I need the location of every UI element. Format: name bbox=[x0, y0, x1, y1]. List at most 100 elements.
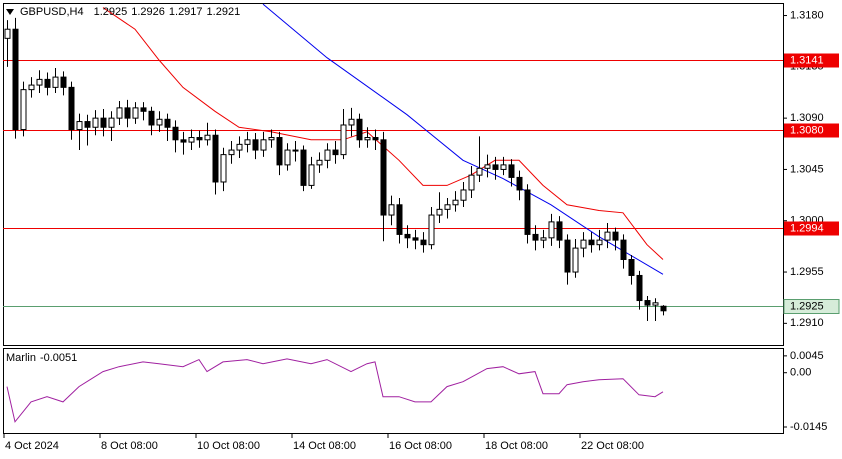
candle-body bbox=[284, 149, 291, 166]
indicator-panel bbox=[3, 348, 784, 434]
candle-body bbox=[364, 137, 371, 141]
candle-body bbox=[12, 28, 19, 131]
indicator-title: Marlin bbox=[6, 352, 36, 364]
candle-body bbox=[452, 199, 459, 206]
candle-body bbox=[20, 89, 27, 131]
candle-body bbox=[276, 137, 283, 166]
candle-body bbox=[468, 174, 475, 191]
candle-body bbox=[76, 121, 83, 131]
chart-header: GBPUSD,H4 1.2925 1.2926 1.2917 1.2921 bbox=[20, 6, 240, 18]
candle-body bbox=[212, 134, 219, 183]
candle-body bbox=[412, 237, 419, 241]
candle-body bbox=[620, 239, 627, 260]
candle-body bbox=[100, 117, 107, 128]
candle-body bbox=[180, 139, 187, 143]
candle-body bbox=[556, 221, 563, 241]
candle-body bbox=[84, 121, 91, 128]
candle-body bbox=[372, 137, 379, 141]
level-label: 1.3141 bbox=[790, 54, 824, 66]
line bbox=[6, 358, 664, 423]
y-tick-label: 1.3045 bbox=[790, 163, 824, 175]
candle-body bbox=[388, 204, 395, 216]
candle-body bbox=[636, 274, 643, 302]
candle-body bbox=[44, 78, 51, 88]
candle-body bbox=[476, 167, 483, 176]
y-tick-label: 1.3090 bbox=[790, 112, 824, 124]
candle-body bbox=[652, 302, 659, 306]
candle-body bbox=[396, 204, 403, 235]
price-label-box bbox=[783, 299, 840, 314]
candle-body bbox=[340, 124, 347, 156]
candle-body bbox=[628, 259, 635, 276]
x-tick-label: 22 Oct 08:00 bbox=[581, 440, 644, 452]
candle-body bbox=[428, 214, 435, 246]
candle-body bbox=[228, 149, 235, 156]
candle-body bbox=[188, 137, 195, 143]
candle-body bbox=[348, 118, 355, 126]
candle-body bbox=[564, 239, 571, 273]
main-panel bbox=[3, 3, 784, 346]
line bbox=[262, 3, 664, 275]
candle-body bbox=[660, 305, 667, 312]
candle-body bbox=[436, 208, 443, 216]
level-label-box bbox=[784, 221, 839, 236]
x-tick-label: 18 Oct 08:00 bbox=[485, 440, 548, 452]
menu-arrow bbox=[6, 9, 14, 15]
candle-body bbox=[204, 134, 211, 141]
level-label-box bbox=[784, 53, 839, 68]
indicator-header: Marlin -0.0051 bbox=[6, 352, 77, 364]
candle-body bbox=[524, 189, 531, 235]
x-tick-label: 4 Oct 2024 bbox=[5, 440, 59, 452]
candle-body bbox=[540, 237, 547, 241]
candle-body bbox=[580, 239, 587, 249]
candle-body bbox=[124, 107, 131, 119]
layer: 1.31801.31351.30901.30451.30001.29551.29… bbox=[3, 3, 840, 452]
y-tick-label: -0.0145 bbox=[790, 421, 827, 433]
candle-body bbox=[404, 233, 411, 239]
candle-body bbox=[92, 117, 99, 128]
symbol: GBPUSD,H4 bbox=[20, 6, 84, 18]
candle-body bbox=[260, 139, 267, 151]
candle-body bbox=[356, 118, 363, 141]
candle-body bbox=[196, 137, 203, 141]
y-tick-label: 0.0045 bbox=[790, 350, 824, 362]
candle-body bbox=[244, 139, 251, 145]
candle-body bbox=[140, 107, 147, 112]
x-tick-label: 16 Oct 08:00 bbox=[389, 440, 452, 452]
candle-body bbox=[252, 139, 259, 151]
candle-body bbox=[644, 300, 651, 306]
candle-body bbox=[604, 231, 611, 241]
candle-body bbox=[316, 159, 323, 166]
candle-body bbox=[132, 107, 139, 119]
last-high: 1.2926 bbox=[131, 6, 165, 18]
x-tick-label: 14 Oct 08:00 bbox=[293, 440, 356, 452]
candle-body bbox=[116, 107, 123, 119]
candle-body bbox=[220, 154, 227, 183]
candle-body bbox=[532, 233, 539, 241]
x-tick-label: 8 Oct 08:00 bbox=[101, 440, 158, 452]
last-open: 1.2925 bbox=[94, 6, 128, 18]
candle-body bbox=[4, 28, 11, 39]
level-label: 1.2994 bbox=[790, 222, 824, 234]
candle-body bbox=[444, 204, 451, 210]
candle-body bbox=[236, 143, 243, 151]
candle-body bbox=[52, 76, 59, 88]
candle-body bbox=[156, 118, 163, 126]
candle-body bbox=[548, 221, 555, 239]
candle-body bbox=[268, 137, 275, 141]
candle-body bbox=[572, 247, 579, 273]
y-tick-label: 0.00 bbox=[790, 367, 811, 379]
candle-body bbox=[484, 164, 491, 169]
candle-body bbox=[292, 149, 299, 152]
candle-body bbox=[460, 189, 467, 201]
candle-body bbox=[60, 76, 67, 88]
candle-body bbox=[588, 239, 595, 246]
y-tick-label: 1.2910 bbox=[790, 317, 824, 329]
indicator-last-value: -0.0051 bbox=[40, 352, 77, 364]
candle-body bbox=[380, 139, 387, 216]
candle-body bbox=[164, 118, 171, 128]
candle-body bbox=[500, 164, 507, 170]
candle-body bbox=[596, 239, 603, 246]
candle-body bbox=[172, 126, 179, 141]
